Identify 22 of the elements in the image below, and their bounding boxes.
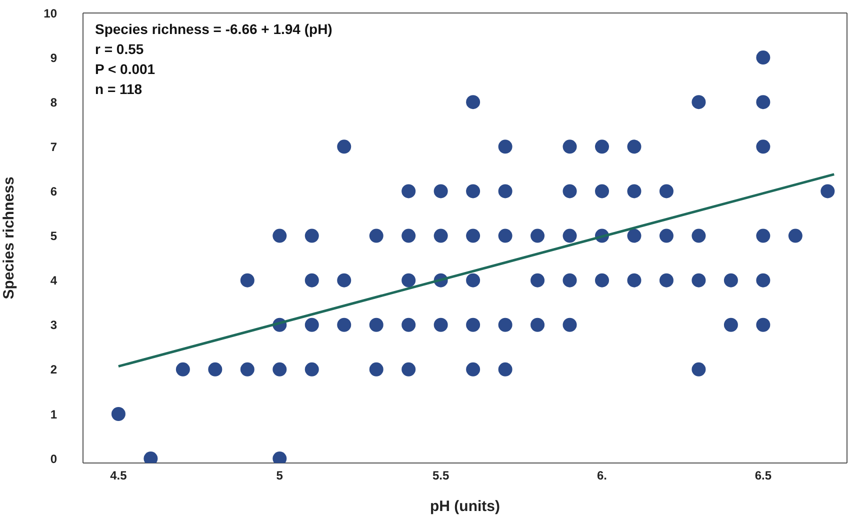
x-tick-label: 5	[276, 468, 284, 483]
x-axis-title: pH (units)	[430, 498, 500, 515]
y-tick-label: 5	[50, 229, 58, 244]
annotation: n = 118	[95, 81, 142, 97]
y-tick-label: 10	[44, 6, 58, 20]
annotation: Species richness = -6.66 + 1.94 (pH)	[95, 21, 332, 37]
y-axis-title: Species richness	[0, 176, 18, 300]
x-tick-label: 6.5	[754, 468, 772, 483]
x-tick-label: 6.	[596, 468, 608, 483]
y-tick-label: 6	[50, 184, 58, 198]
y-tick-label: 2	[50, 362, 58, 377]
y-tick-label: 4	[50, 274, 58, 288]
x-tick-label: 5.5	[432, 468, 450, 483]
y-tick-label: 3	[50, 318, 58, 332]
annotation: P < 0.001	[95, 61, 156, 77]
x-tick-label: 4.5	[110, 468, 128, 483]
y-tick-label: 9	[50, 50, 58, 65]
y-tick-label: 8	[50, 95, 58, 110]
y-tick-label: 0	[50, 452, 58, 466]
annotation: r = 0.55	[95, 41, 144, 57]
y-tick-label: 7	[50, 140, 58, 154]
y-tick-label: 1	[50, 407, 58, 422]
